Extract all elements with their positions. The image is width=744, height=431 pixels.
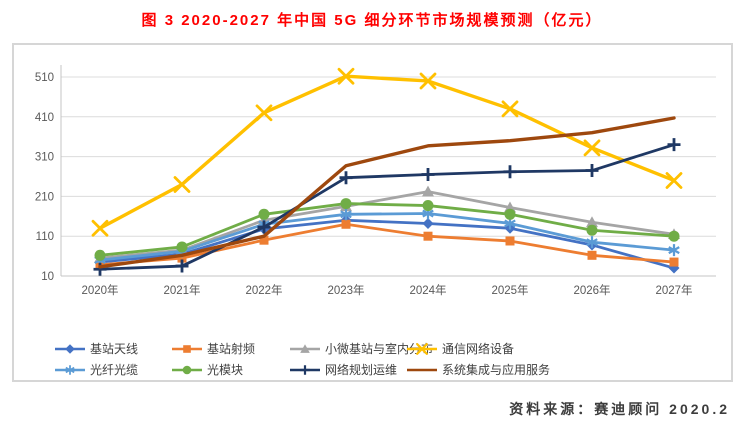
series-通信网络设备 xyxy=(91,67,683,237)
x-marker xyxy=(419,72,437,90)
circle-marker xyxy=(586,224,598,236)
circle-marker xyxy=(176,241,188,253)
series-光模块 xyxy=(94,198,680,261)
source-note: 资料来源：赛迪顾问 2020.2 xyxy=(509,401,730,417)
asterisk-marker xyxy=(586,236,598,249)
triangle-marker xyxy=(504,201,516,213)
x-tick-label: 2022年 xyxy=(245,283,282,297)
plot-frame: 10 110 210 310 410 510 2020年 2021年 2022年 2023年 202… xyxy=(12,43,733,382)
square-marker xyxy=(341,219,351,229)
x-tick-label: 2023年 xyxy=(327,283,364,297)
diamond-marker xyxy=(422,217,434,229)
series-系统集成与应用服务 xyxy=(98,116,676,269)
x-marker xyxy=(665,172,683,189)
x-marker xyxy=(583,139,601,157)
triangle-marker xyxy=(586,216,598,228)
x-marker xyxy=(337,67,355,85)
plus-marker xyxy=(257,220,271,234)
square-marker xyxy=(423,231,433,241)
chart-title: 图 3 2020-2027 年中国 5G 细分环节市场规模预测（亿元） xyxy=(141,12,603,29)
series-line xyxy=(98,218,676,270)
triangle-marker xyxy=(422,185,434,197)
x-tick-label: 2025年 xyxy=(491,283,528,297)
line-chart: 10 110 210 310 410 510 2020年 2021年 2022年 2023年 202… xyxy=(35,65,716,297)
x-tick-label: 2020年 xyxy=(81,283,118,297)
square-marker xyxy=(177,253,187,263)
y-tick-label: 110 xyxy=(36,231,54,243)
y-tick-label: 10 xyxy=(41,271,54,283)
x-tick-label: 2021年 xyxy=(163,283,200,297)
y-tick-label: 410 xyxy=(35,112,54,124)
circle-marker xyxy=(258,208,270,220)
y-tick-label: 310 xyxy=(35,152,54,164)
square-marker xyxy=(587,250,597,260)
y-tick-label: 210 xyxy=(35,191,54,203)
square-marker xyxy=(669,257,679,267)
x-marker xyxy=(173,176,191,193)
plus-marker xyxy=(503,165,517,179)
x-tick-label: 2027年 xyxy=(655,283,692,297)
plus-marker xyxy=(585,164,599,178)
series-line xyxy=(98,116,676,269)
y-tick-label: 510 xyxy=(35,72,54,84)
series-line xyxy=(98,190,676,260)
x-tick-label: 2024年 xyxy=(409,283,446,297)
series-line xyxy=(98,143,676,271)
plus-marker xyxy=(93,262,107,276)
circle-marker xyxy=(504,208,516,220)
plus-marker xyxy=(421,168,435,182)
asterisk-marker xyxy=(340,208,352,221)
series-line xyxy=(98,212,676,262)
circle-marker xyxy=(422,200,434,212)
x-marker xyxy=(501,100,519,118)
plus-marker xyxy=(339,171,353,185)
circle-marker xyxy=(94,249,106,261)
x-marker xyxy=(255,104,273,122)
series-line xyxy=(98,74,676,230)
asterisk-marker xyxy=(668,244,680,257)
series-网络规划运维 xyxy=(93,138,681,276)
x-marker xyxy=(91,219,109,237)
x-tick-label: 2026年 xyxy=(573,283,610,297)
circle-marker xyxy=(668,230,680,242)
series-line xyxy=(98,222,676,267)
plus-marker xyxy=(175,259,189,273)
square-marker xyxy=(505,236,515,246)
diamond-marker xyxy=(668,262,680,274)
circle-marker xyxy=(340,198,352,210)
series-line xyxy=(98,202,676,257)
plus-marker xyxy=(667,138,681,152)
square-marker xyxy=(259,235,269,245)
